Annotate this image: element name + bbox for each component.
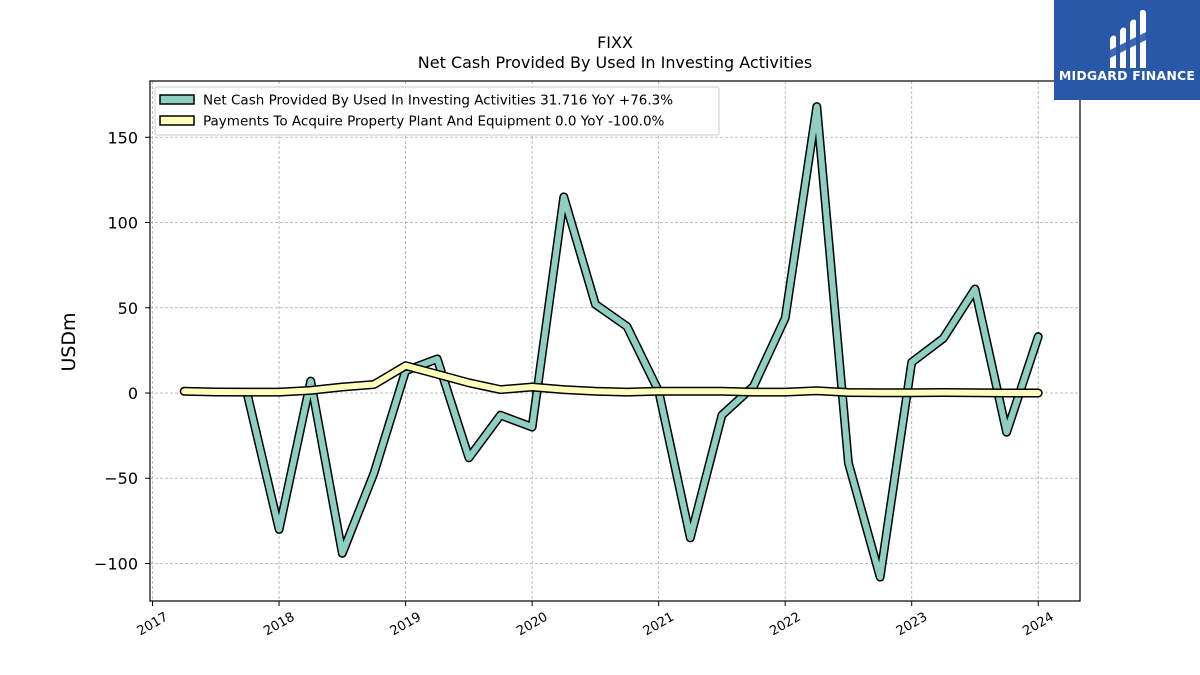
logo: MIDGARD FINANCE xyxy=(1054,0,1200,100)
series-0-line xyxy=(244,103,1042,581)
y-axis-label: USDm xyxy=(58,312,80,371)
x-tick-label: 2023 xyxy=(894,610,930,640)
legend: Net Cash Provided By Used In Investing A… xyxy=(154,86,720,136)
y-tick-label: −100 xyxy=(94,554,138,573)
x-tick-label: 2022 xyxy=(767,610,803,640)
x-tick-label: 2019 xyxy=(388,610,424,640)
chart-subtitle: Net Cash Provided By Used In Investing A… xyxy=(418,53,812,72)
logo-mark-icon xyxy=(1110,10,1146,68)
series-1-line xyxy=(181,362,1042,396)
legend-swatch-0 xyxy=(159,94,195,105)
plot-frame xyxy=(149,80,1081,602)
legend-box xyxy=(154,86,720,136)
legend-label-1: Payments To Acquire Property Plant And E… xyxy=(203,114,665,130)
legend-label-0: Net Cash Provided By Used In Investing A… xyxy=(203,93,673,109)
logo-name: MIDGARD FINANCE xyxy=(1058,68,1196,83)
chart-title: FIXX xyxy=(597,33,633,52)
series-layer xyxy=(179,102,1043,582)
x-tick-label: 2018 xyxy=(261,610,297,640)
y-tick-label: 0 xyxy=(128,384,138,403)
x-tick-label: 2020 xyxy=(514,610,550,640)
x-tick-label: 2024 xyxy=(1020,610,1056,640)
series-0-outline xyxy=(242,102,1043,582)
legend-swatch-1 xyxy=(159,115,195,126)
x-tick-label: 2017 xyxy=(135,610,171,640)
y-tick-label: 100 xyxy=(107,214,138,233)
y-tick-label: 50 xyxy=(118,299,138,318)
y-tick-label: 150 xyxy=(107,128,138,147)
y-tick-label: −50 xyxy=(104,469,138,488)
x-tick-label: 2021 xyxy=(641,610,677,640)
